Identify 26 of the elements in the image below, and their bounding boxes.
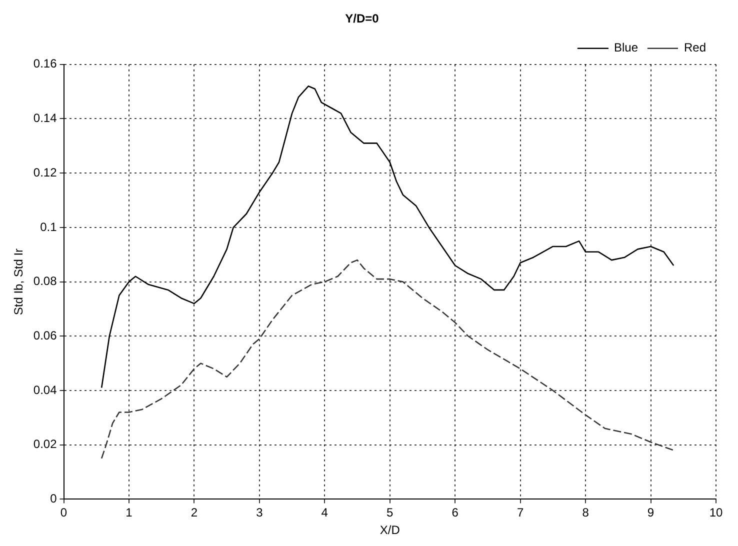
line-series <box>100 259 674 460</box>
y-tick-label: 0.02 <box>33 437 58 452</box>
chart-title: Y/D=0 <box>345 12 380 26</box>
y-tick-label: 0.14 <box>33 111 58 126</box>
x-tick-label: 5 <box>386 506 394 520</box>
y-tick-label: 0.12 <box>33 165 58 180</box>
y-tick-label: 0.1 <box>40 220 58 234</box>
x-tick-label: 2 <box>190 506 198 520</box>
x-tick-label: 9 <box>647 506 654 520</box>
legend-label: Red <box>684 40 706 55</box>
legend-label: Blue <box>614 40 638 55</box>
y-tick-label: 0 <box>50 492 58 506</box>
y-axis-title: Std Ib, Std Ir <box>12 248 26 316</box>
y-tick-label: 0.04 <box>33 382 58 397</box>
x-tick-label: 1 <box>126 506 133 520</box>
x-tick-label: 10 <box>709 506 723 520</box>
x-tick-label: 8 <box>582 506 590 520</box>
x-axis-title: X/D <box>380 523 400 538</box>
y-tick-label: 0.06 <box>33 328 58 342</box>
y-tick-label: 0.16 <box>33 56 58 71</box>
x-tick-label: 6 <box>452 506 459 520</box>
x-tick-label: 0 <box>60 506 68 520</box>
x-tick-label: 3 <box>256 506 264 520</box>
x-tick-label: 4 <box>321 506 328 520</box>
x-tick-label: 7 <box>516 506 524 520</box>
y-tick-label: 0.08 <box>33 274 58 288</box>
